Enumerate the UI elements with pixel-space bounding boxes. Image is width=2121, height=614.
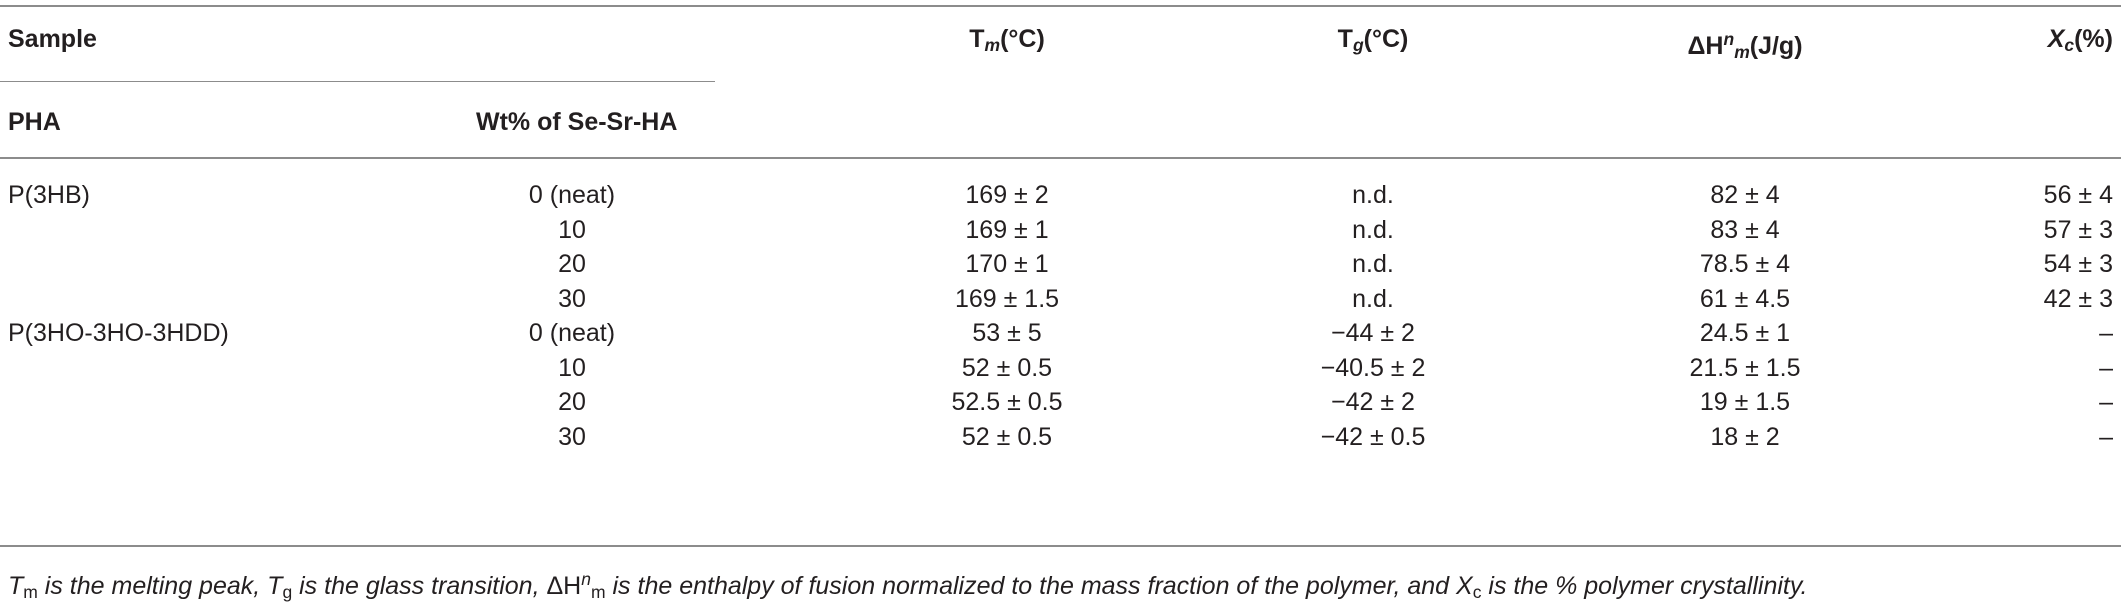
cell-tm: 169 ± 1	[965, 216, 1049, 244]
cell-wt: 30	[558, 285, 586, 313]
cell-tm: 169 ± 1.5	[954, 285, 1060, 313]
cell-dh: 61 ± 4.5	[1699, 285, 1791, 313]
cell-tm: 169 ± 2	[965, 181, 1049, 209]
cell-wt: 30	[558, 423, 586, 451]
header-bottom-rule	[0, 157, 2121, 159]
cell-wt: 0 (neat)	[528, 319, 616, 347]
sample-underline-rule	[0, 81, 715, 82]
cell-tg: −42 ± 2	[1331, 388, 1415, 416]
cell-tg: n.d.	[1352, 181, 1394, 209]
cell-wt: 20	[558, 388, 586, 416]
cell-dh: 18 ± 2	[1710, 423, 1780, 451]
cell-pha: P(3HB)	[8, 181, 90, 209]
header-sample: Sample	[8, 25, 97, 53]
cell-tm: 52 ± 0.5	[961, 354, 1053, 382]
cell-tg: −40.5 ± 2	[1320, 354, 1426, 382]
cell-dh: 82 ± 4	[1710, 181, 1780, 209]
cell-tg: n.d.	[1352, 216, 1394, 244]
cell-xc: –	[2099, 423, 2113, 451]
cell-wt: 10	[558, 216, 586, 244]
cell-xc: –	[2099, 388, 2113, 416]
header-dh: ΔHnm(J/g)	[1687, 29, 1803, 62]
cell-xc: 42 ± 3	[2043, 285, 2113, 313]
cell-xc: –	[2099, 319, 2113, 347]
body-bottom-rule	[0, 545, 2121, 547]
cell-wt: 10	[558, 354, 586, 382]
cell-dh: 19 ± 1.5	[1699, 388, 1791, 416]
cell-dh: 78.5 ± 4	[1699, 250, 1791, 278]
cell-dh: 21.5 ± 1.5	[1689, 354, 1801, 382]
header-xc: Xc(%)	[2047, 25, 2113, 55]
cell-wt: 0 (neat)	[528, 181, 616, 209]
cell-tm: 53 ± 5	[972, 319, 1042, 347]
cell-xc: 54 ± 3	[2043, 250, 2113, 278]
header-wt: Wt% of Se-Sr-HA	[476, 108, 678, 136]
cell-tg: −44 ± 2	[1331, 319, 1415, 347]
cell-tm: 52 ± 0.5	[961, 423, 1053, 451]
table-top-rule	[0, 5, 2121, 7]
cell-dh: 83 ± 4	[1710, 216, 1780, 244]
cell-tg: n.d.	[1352, 250, 1394, 278]
cell-tg: n.d.	[1352, 285, 1394, 313]
cell-wt: 20	[558, 250, 586, 278]
cell-xc: 57 ± 3	[2043, 216, 2113, 244]
header-pha: PHA	[8, 108, 61, 136]
cell-xc: 56 ± 4	[2043, 181, 2113, 209]
cell-dh: 24.5 ± 1	[1699, 319, 1791, 347]
table-footnote: Tm is the melting peak, Tg is the glass …	[8, 569, 1808, 602]
header-tg: Tg(°C)	[1337, 25, 1409, 55]
cell-tm: 52.5 ± 0.5	[951, 388, 1063, 416]
cell-tg: −42 ± 0.5	[1320, 423, 1426, 451]
cell-pha: P(3HO-3HO-3HDD)	[8, 319, 229, 347]
header-tm: Tm(°C)	[969, 25, 1045, 55]
cell-xc: –	[2099, 354, 2113, 382]
cell-tm: 170 ± 1	[965, 250, 1049, 278]
